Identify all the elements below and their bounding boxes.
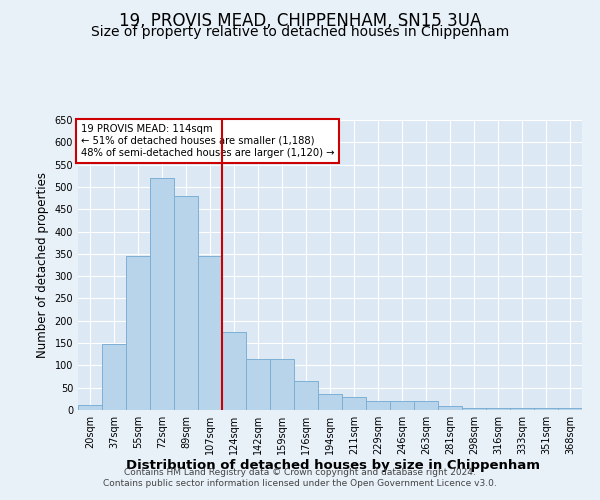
- Bar: [174, 196, 198, 410]
- Bar: [342, 396, 366, 410]
- Bar: [558, 408, 582, 410]
- Bar: [486, 408, 510, 410]
- Bar: [198, 256, 222, 410]
- Bar: [462, 408, 486, 410]
- Bar: [150, 178, 174, 410]
- Bar: [78, 404, 102, 410]
- Y-axis label: Number of detached properties: Number of detached properties: [36, 172, 49, 358]
- Bar: [126, 256, 150, 410]
- Text: Size of property relative to detached houses in Chippenham: Size of property relative to detached ho…: [91, 25, 509, 39]
- Bar: [102, 344, 126, 410]
- Bar: [318, 394, 342, 410]
- Text: 19, PROVIS MEAD, CHIPPENHAM, SN15 3UA: 19, PROVIS MEAD, CHIPPENHAM, SN15 3UA: [119, 12, 481, 30]
- Bar: [390, 401, 414, 410]
- Bar: [534, 408, 558, 410]
- Text: Distribution of detached houses by size in Chippenham: Distribution of detached houses by size …: [126, 458, 540, 471]
- Text: 19 PROVIS MEAD: 114sqm
← 51% of detached houses are smaller (1,188)
48% of semi-: 19 PROVIS MEAD: 114sqm ← 51% of detached…: [80, 124, 334, 158]
- Bar: [438, 406, 462, 410]
- Bar: [270, 358, 294, 410]
- Bar: [414, 401, 438, 410]
- Bar: [366, 401, 390, 410]
- Bar: [510, 408, 534, 410]
- Bar: [222, 332, 246, 410]
- Bar: [294, 381, 318, 410]
- Text: Contains HM Land Registry data © Crown copyright and database right 2024.
Contai: Contains HM Land Registry data © Crown c…: [103, 468, 497, 487]
- Bar: [246, 358, 270, 410]
